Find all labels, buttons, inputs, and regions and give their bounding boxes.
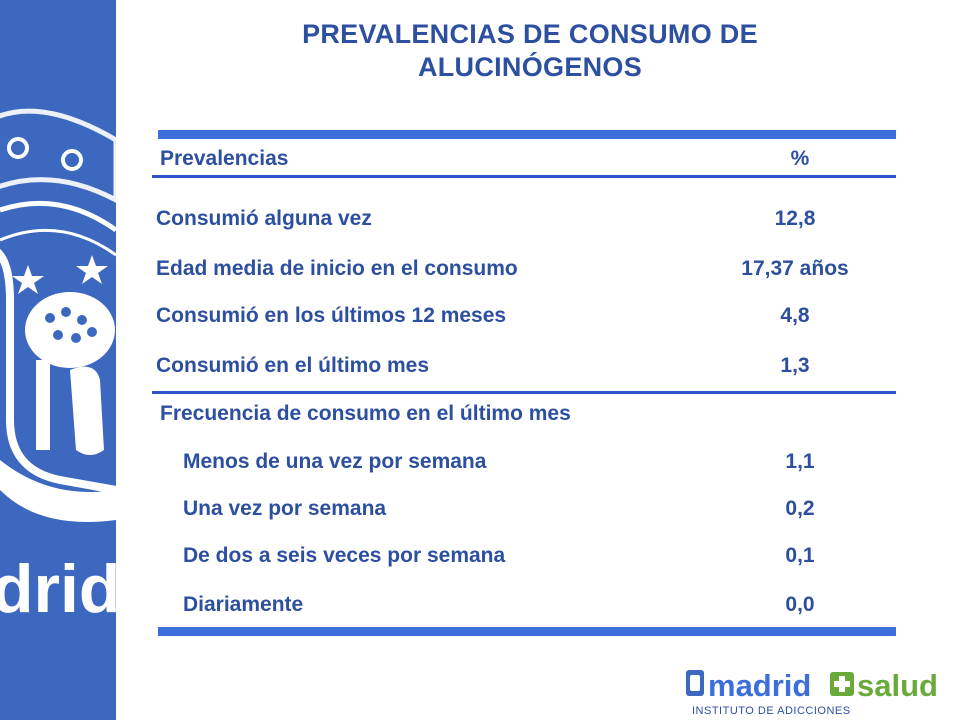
- row-label: Una vez por semana: [183, 497, 387, 520]
- row-value: 1,1: [785, 450, 815, 473]
- row-value: 4,8: [780, 304, 810, 327]
- row-label: Diariamente: [183, 593, 304, 616]
- table-bottom-bar: [158, 627, 896, 636]
- section-label: Frecuencia de consumo en el último mes: [160, 402, 571, 425]
- row-value: 17,37 años: [741, 257, 849, 280]
- row-label: Consumió en el último mes: [156, 354, 430, 377]
- sidebar-crest-panel: drid: [0, 0, 116, 720]
- logo-word-salud: salud: [857, 668, 938, 703]
- row-label: Edad media de inicio en el consumo: [156, 257, 518, 280]
- header-divider: [152, 175, 896, 178]
- table-top-bar: [158, 130, 896, 139]
- row-value: 0,1: [785, 544, 815, 567]
- page-title: PREVALENCIAS DE CONSUMO DE ALUCINÓGENOS: [150, 18, 910, 84]
- title-line-2: ALUCINÓGENOS: [417, 52, 643, 82]
- row-value: 0,2: [785, 497, 815, 520]
- title-line-1: PREVALENCIAS DE CONSUMO DE: [302, 19, 758, 49]
- madrid-crest-watermark-icon: drid: [0, 108, 116, 627]
- logo-subtitle: INSTITUTO DE ADICCIONES: [692, 705, 851, 717]
- row-label: Menos de una vez por semana: [183, 450, 487, 473]
- madrid-salud-logo-icon: madrid salud INSTITUTO DE ADICCIONES: [686, 668, 938, 717]
- header-value: %: [790, 147, 810, 170]
- madrid-salud-logo: madrid salud INSTITUTO DE ADICCIONES: [684, 664, 960, 720]
- logo-word-madrid: madrid: [708, 668, 811, 703]
- section-divider: [152, 391, 896, 394]
- row-value: 1,3: [780, 354, 810, 377]
- row-value: 12,8: [774, 207, 816, 230]
- watermark-text: drid: [0, 551, 116, 627]
- row-value: 0,0: [785, 593, 815, 616]
- row-label: De dos a seis veces por semana: [183, 544, 506, 567]
- header-label: Prevalencias: [160, 147, 289, 170]
- row-label: Consumió alguna vez: [156, 207, 372, 230]
- row-label: Consumió en los últimos 12 meses: [156, 304, 507, 327]
